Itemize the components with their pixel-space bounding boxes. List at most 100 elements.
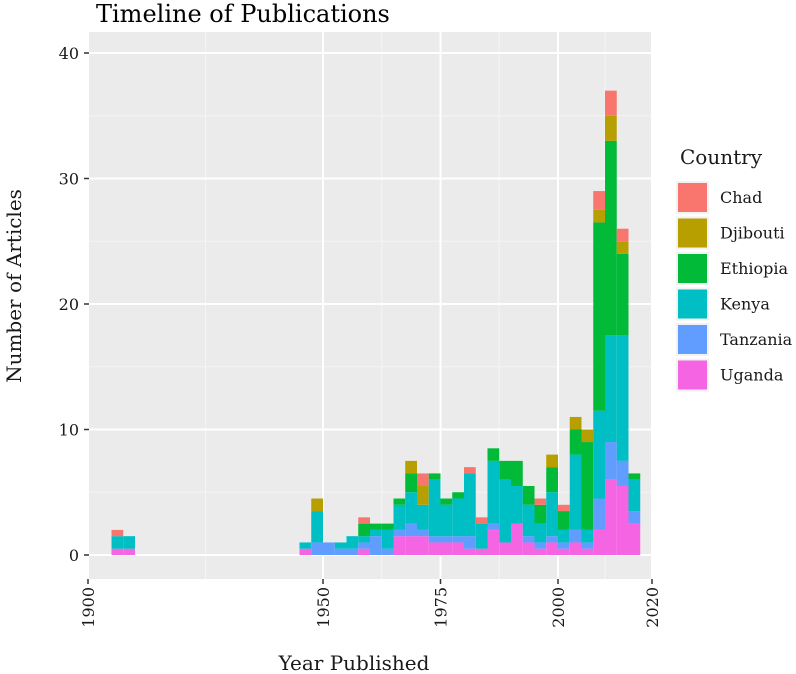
bar-segment-uganda	[358, 548, 370, 555]
legend-label-ethiopia: Ethiopia	[720, 259, 789, 278]
bar-segment-tanzania	[370, 536, 382, 555]
bar-segment-uganda	[511, 523, 523, 555]
bar-segment-chad	[111, 529, 124, 537]
bar-segment-kenya	[299, 542, 312, 549]
legend-swatch-kenya	[678, 289, 707, 319]
bar-segment-ethiopia	[405, 473, 417, 493]
bar-segment-chad	[417, 473, 429, 486]
bar-segment-kenya	[452, 498, 464, 537]
bar-segment-uganda	[605, 479, 617, 555]
bar-segment-tanzania	[593, 498, 605, 530]
bar-segment-uganda	[628, 523, 641, 555]
bar-segment-kenya	[311, 511, 323, 543]
bar-segment-tanzania	[546, 536, 558, 543]
bar-segment-ethiopia	[581, 442, 594, 530]
legend-swatch-djibouti	[678, 218, 707, 248]
bar-segment-uganda	[534, 548, 547, 555]
bar-segment-uganda	[299, 548, 312, 555]
legend: Country Chad Djibouti Ethiopia Kenya Tanzania…	[676, 145, 793, 392]
bar-segment-kenya	[534, 523, 547, 543]
bar-segment-chad	[558, 504, 570, 512]
bar-segment-chad	[593, 191, 605, 210]
bar-segment-djibouti	[417, 485, 429, 505]
legend-swatch-chad	[678, 183, 707, 212]
bar-segment-tanzania	[334, 548, 347, 555]
x-tick-label: 2020	[643, 587, 662, 628]
bar-segment-djibouti	[569, 416, 582, 430]
bar-segment-kenya	[111, 536, 124, 549]
bar-segment-ethiopia	[593, 222, 605, 411]
legend-title: Country	[680, 145, 763, 169]
bar-segment-kenya	[475, 523, 488, 549]
bar-segment-kenya	[123, 536, 135, 549]
bar-segment-djibouti	[593, 209, 605, 223]
bar-segment-kenya	[511, 485, 523, 524]
bar-segment-uganda	[405, 536, 417, 555]
bar-segment-kenya	[334, 542, 347, 549]
bar-segment-uganda	[475, 548, 488, 555]
y-tick-label: 30	[59, 170, 79, 189]
x-tick-label: 1975	[432, 587, 451, 628]
bar-segment-chad	[534, 498, 547, 505]
bar-segment-uganda	[111, 548, 124, 555]
legend-label-tanzania: Tanzania	[720, 330, 793, 349]
bar-segment-tanzania	[605, 442, 617, 480]
bar-segment-djibouti	[616, 241, 629, 254]
bar-segment-tanzania	[358, 542, 370, 549]
bar-segment-kenya	[581, 529, 594, 543]
bar-segment-tanzania	[381, 548, 394, 555]
legend-label-uganda: Uganda	[720, 366, 784, 385]
chart-title: Timeline of Publications	[96, 0, 390, 28]
bar-segment-uganda	[522, 542, 535, 555]
bar-segment-tanzania	[440, 536, 453, 543]
legend-swatch-uganda	[678, 360, 707, 390]
bar-segment-uganda	[581, 548, 594, 555]
bar-segment-uganda	[440, 542, 453, 555]
bar-segment-kenya	[546, 492, 558, 537]
y-tick-label: 20	[59, 295, 79, 314]
bar-segment-kenya	[428, 479, 441, 537]
bar-segment-uganda	[546, 542, 558, 555]
bar-segment-ethiopia	[546, 467, 558, 493]
bar-segment-uganda	[616, 485, 629, 555]
x-axis-label: Year Published	[278, 651, 430, 674]
legend-label-djibouti: Djibouti	[720, 224, 785, 243]
bar-segment-djibouti	[311, 498, 323, 512]
bar-segment-chad	[475, 517, 488, 524]
bar-segment-tanzania	[487, 523, 500, 530]
bar-segment-tanzania	[616, 460, 629, 486]
bar-segment-tanzania	[628, 511, 641, 524]
x-axis: 1900 1950 1975 2000 2020	[79, 579, 662, 628]
bar-segment-tanzania	[464, 536, 476, 549]
bar-segment-kenya	[605, 335, 617, 443]
bar-segment-ethiopia	[605, 140, 617, 336]
bar-segment-ethiopia	[358, 523, 370, 537]
x-tick-label: 1900	[79, 587, 98, 628]
bar-segment-ethiopia	[522, 485, 535, 505]
bar-segment-ethiopia	[511, 460, 523, 486]
legend-swatch-ethiopia	[678, 254, 707, 283]
x-tick-label: 1950	[314, 587, 333, 628]
bar-segment-ethiopia	[558, 511, 570, 530]
y-tick-label: 10	[59, 421, 79, 440]
bar-segment-uganda	[428, 542, 441, 555]
bar-segment-tanzania	[581, 542, 594, 549]
plot-panel	[89, 32, 653, 579]
bar-segment-chad	[605, 90, 617, 116]
bar-segment-kenya	[381, 529, 394, 549]
bar-segment-ethiopia	[534, 504, 547, 524]
bar-segment-tanzania	[428, 536, 441, 543]
bar-segment-uganda	[452, 542, 464, 555]
bar-segment-tanzania	[534, 542, 547, 549]
bar-segment-chad	[358, 517, 370, 524]
bar-segment-kenya	[370, 529, 382, 537]
bar-segment-tanzania	[311, 542, 323, 555]
bar-segment-uganda	[558, 548, 570, 555]
bar-segment-djibouti	[546, 454, 558, 468]
bar-segment-kenya	[358, 536, 370, 543]
x-tick-label: 2000	[549, 587, 568, 628]
bar-segment-ethiopia	[628, 473, 641, 480]
bar-segment-tanzania	[452, 536, 464, 543]
bar-segment-uganda	[569, 542, 582, 555]
